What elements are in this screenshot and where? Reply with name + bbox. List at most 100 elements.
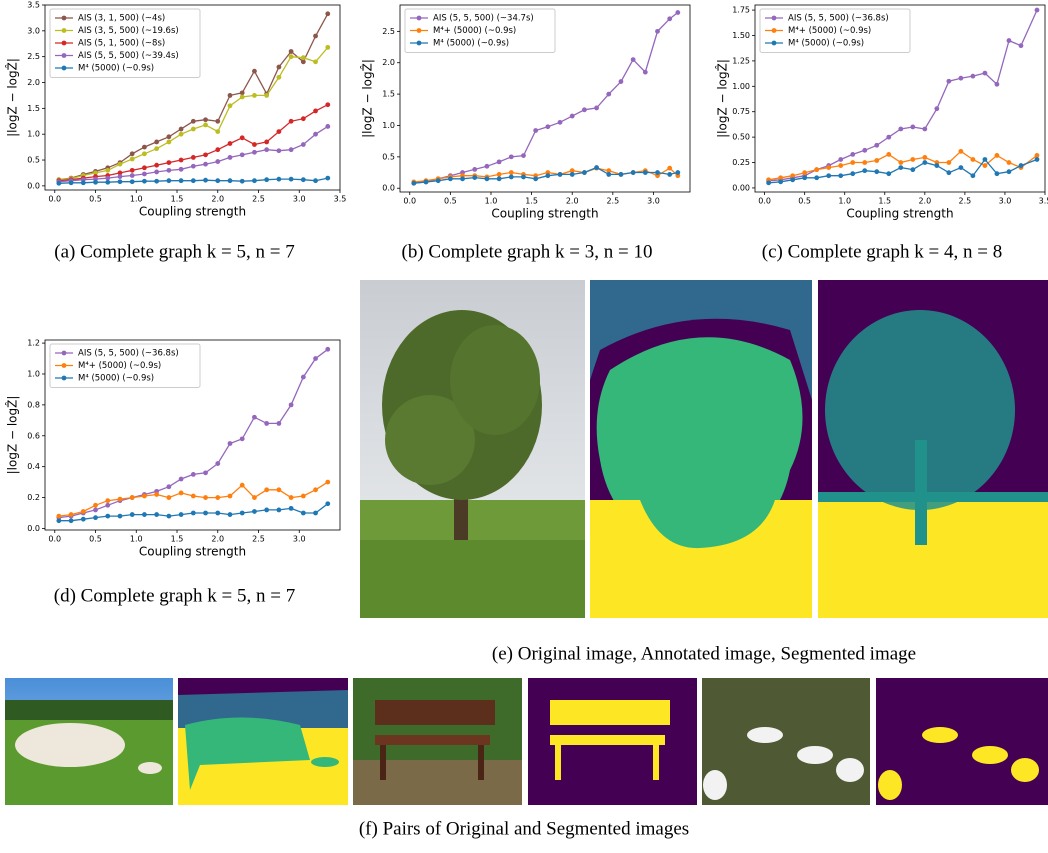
x-tick-label: 0.5 [89,195,102,204]
data-point [118,179,123,184]
data-point [934,106,939,111]
data-point [191,164,196,169]
x-tick-label: 3.0 [293,195,306,204]
data-point [594,106,599,111]
data-point [946,79,951,84]
bench-image [353,678,522,805]
legend-label: M⁴ (5000) (~0.9s) [78,64,154,74]
data-point [215,178,220,183]
data-point [215,129,220,134]
y-axis-label: |logZ − logẐ| [5,58,20,137]
data-point [667,16,672,21]
data-point [130,179,135,184]
data-point [826,165,831,170]
data-point [1007,38,1012,43]
data-point [252,69,257,74]
y-tick-label: 0.8 [27,400,40,409]
y-tick-label: 2.5 [27,52,40,61]
data-point [934,163,939,168]
cow-image [5,678,173,805]
data-point [497,172,502,177]
data-point [995,171,1000,176]
data-point [545,173,550,178]
y-tick-label: 0.50 [732,133,750,142]
data-point [191,178,196,183]
caption: (b) Complete graph k = 3, n = 10 [402,241,653,262]
data-point [93,515,98,520]
data-point [179,178,184,183]
data-point [910,167,915,172]
y-tick-label: 1.00 [732,82,750,91]
data-point [995,153,1000,158]
data-point [81,509,86,514]
data-point [838,173,843,178]
data-point [81,517,86,522]
data-point [130,168,135,173]
x-tick-label: 0.5 [89,535,102,544]
data-point [289,506,294,511]
data-point [325,102,330,107]
data-point [570,172,575,177]
data-point [276,75,281,80]
y-tick-label: 2.0 [382,58,395,67]
data-point [946,160,951,165]
data-point [289,54,294,59]
data-point [264,421,269,426]
legend-marker [62,351,67,356]
data-point [203,511,208,516]
original-tree-image [360,280,585,618]
data-point [240,152,245,157]
x-tick-label: 3.0 [293,535,306,544]
data-point [472,167,477,172]
legend-label: AIS (5, 5, 500) (~39.4s) [78,51,179,61]
data-point [276,508,281,513]
data-point [276,148,281,153]
data-point [922,160,927,165]
data-point [667,172,672,177]
data-point [240,436,245,441]
x-axis-label: Coupling strength [139,545,246,559]
data-point [142,179,147,184]
data-point [874,169,879,174]
data-point [958,149,963,154]
data-point [436,178,441,183]
data-point [105,176,110,181]
data-point [862,160,867,165]
caption: (d) Complete graph k = 5, n = 7 [54,585,295,606]
x-tick-label: 2.0 [566,197,579,206]
data-point [766,180,771,185]
data-point [862,148,867,153]
data-point [643,170,648,175]
bench-segmented-image [528,678,697,805]
data-point [983,157,988,162]
data-point [276,65,281,70]
data-point [105,514,110,519]
data-point [203,122,208,127]
y-tick-label: 3.0 [27,26,40,35]
data-point [154,179,159,184]
data-point [240,179,245,184]
legend-marker [62,66,67,71]
data-point [790,177,795,182]
y-tick-label: 1.75 [732,6,750,15]
data-point [886,135,891,140]
data-point [313,487,318,492]
data-point [69,180,74,185]
y-tick-label: 0.0 [27,181,40,190]
data-point [971,74,976,79]
data-point [289,49,294,54]
y-tick-label: 0.5 [382,152,395,161]
legend-label: AIS (3, 1, 500) (~4s) [78,14,165,24]
x-tick-label: 1.0 [130,535,143,544]
data-point [1035,157,1040,162]
y-tick-label: 0.0 [382,184,395,193]
x-tick-label: 1.0 [485,197,498,206]
data-point [203,117,208,122]
data-point [166,178,171,183]
data-point [142,165,147,170]
data-point [215,159,220,164]
data-point [958,165,963,170]
data-point [191,511,196,516]
data-point [130,495,135,500]
data-point [533,128,538,133]
